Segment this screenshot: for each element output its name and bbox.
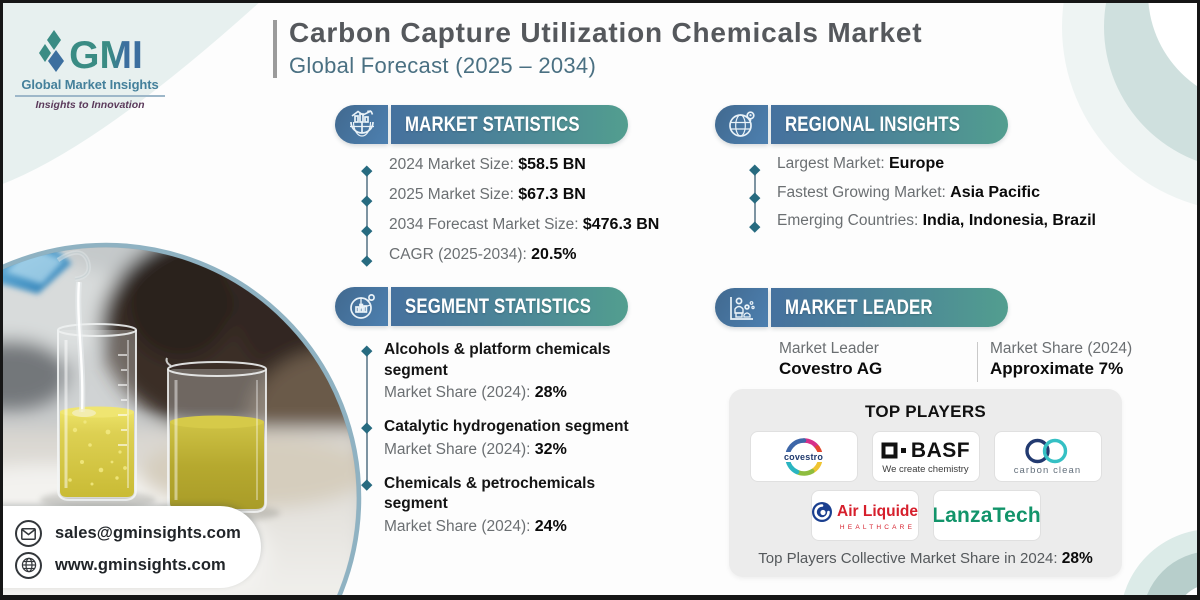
market-statistics-list: 2024 Market Size: $58.5 BN 2025 Market S… xyxy=(361,156,659,276)
top-players-row-2: Air Liquide HEALTHCARE LanzaTech xyxy=(729,490,1122,541)
list-item: Catalytic hydrogenation segment Market S… xyxy=(361,417,643,462)
contact-email-row: sales@gminsights.com xyxy=(15,518,261,550)
diamond-bullet xyxy=(749,163,761,175)
list-item: Largest Market: Europe xyxy=(749,155,1096,184)
market-leader-row: Market Leader Covestro AG Market Share (… xyxy=(715,340,1132,382)
air-liquide-icon xyxy=(812,501,833,522)
carbon-clean-icon xyxy=(1025,438,1068,464)
market-leader-name-block: Market Leader Covestro AG xyxy=(779,340,883,378)
diamond-bullet xyxy=(361,422,373,434)
list-item: Chemicals & petrochemicals segment Marke… xyxy=(361,474,643,539)
top-players-title: TOP PLAYERS xyxy=(864,402,987,421)
beaker-left xyxy=(57,323,137,501)
list-item: 2025 Market Size: $67.3 BN xyxy=(361,186,659,216)
contact-website-row: www.gminsights.com xyxy=(15,550,261,582)
page-subtitle: Global Forecast (2025 – 2034) xyxy=(289,53,597,78)
gmi-tagline: Insights to Innovation xyxy=(35,99,145,111)
list-item: Emerging Countries: India, Indonesia, Br… xyxy=(749,212,1096,241)
section-segment-statistics: SEGMENT STATISTICS Alcohols & platform c… xyxy=(335,287,643,551)
regional-insights-list: Largest Market: Europe Fastest Growing M… xyxy=(749,155,1096,241)
contact-pill: sales@gminsights.com www.gminsights.com xyxy=(0,506,261,588)
gmi-diamonds-icon xyxy=(39,30,65,72)
beaker-right xyxy=(165,357,267,513)
contact-email: sales@gminsights.com xyxy=(55,524,241,543)
vertical-divider xyxy=(977,342,978,382)
decor-rings-top-right xyxy=(1062,0,1200,206)
email-icon xyxy=(15,520,42,548)
basf-icon xyxy=(881,442,906,459)
gmi-rule xyxy=(15,95,165,97)
diamond-bullet xyxy=(749,192,761,204)
section-title: MARKET STATISTICS xyxy=(405,112,580,136)
diamond-bullet xyxy=(361,195,373,207)
section-title: MARKET LEADER xyxy=(785,295,933,319)
diamond-bullet xyxy=(361,345,373,357)
market-leader-share-block: Market Share (2024) Approximate 7% xyxy=(990,340,1133,378)
section-title: REGIONAL INSIGHTS xyxy=(785,112,961,136)
covestro-logo: covestro xyxy=(782,435,826,479)
diamond-bullet xyxy=(749,220,761,232)
gmi-name: Global Market Insights xyxy=(21,77,159,92)
page-title: Carbon Capture Utilization Chemicals Mar… xyxy=(289,17,923,48)
list-item: Fastest Growing Market: Asia Pacific xyxy=(749,184,1096,213)
list-item: Alcohols & platform chemicals segment Ma… xyxy=(361,340,643,405)
diamond-bullet xyxy=(361,478,373,490)
player-card-carbon-clean: carbon clean xyxy=(993,431,1102,482)
top-players-box: TOP PLAYERS covestro xyxy=(729,389,1122,577)
diamond-bullet xyxy=(361,255,373,267)
gmi-abbr: GMI xyxy=(69,34,143,77)
market-statistics-icon xyxy=(335,105,388,144)
player-card-covestro: covestro xyxy=(749,431,858,482)
market-leader-icon xyxy=(715,288,768,327)
list-item: CAGR (2025-2034): 20.5% xyxy=(361,246,659,276)
player-card-air-liquide: Air Liquide HEALTHCARE xyxy=(810,490,919,541)
pale-corner-panel xyxy=(0,0,262,185)
contact-website: www.gminsights.com xyxy=(55,555,226,574)
section-market-leader: MARKET LEADER Market Leader Covestro AG … xyxy=(715,288,1132,382)
section-market-statistics: MARKET STATISTICS 2024 Market Size: $58.… xyxy=(335,105,659,276)
list-item: 2034 Forecast Market Size: $476.3 BN xyxy=(361,216,659,246)
section-regional-insights: REGIONAL INSIGHTS Largest Market: Europe… xyxy=(715,105,1096,241)
diamond-bullet xyxy=(361,165,373,177)
regional-insights-icon xyxy=(715,105,768,144)
gmi-logo: GMI Global Market Insights Insights to I… xyxy=(15,30,165,111)
list-connector xyxy=(365,171,368,261)
player-card-basf: BASF We create chemistry xyxy=(871,431,980,482)
segment-statistics-list: Alcohols & platform chemicals segment Ma… xyxy=(361,340,643,539)
list-connector xyxy=(365,351,368,487)
globe-icon xyxy=(15,551,42,579)
segment-statistics-icon xyxy=(335,287,388,326)
diamond-bullet xyxy=(361,225,373,237)
list-item: 2024 Market Size: $58.5 BN xyxy=(361,156,659,186)
title-accent-bar xyxy=(273,20,277,78)
top-players-row-1: covestro BASF We create chemistry xyxy=(729,431,1122,482)
player-card-lanzatech: LanzaTech xyxy=(932,490,1041,541)
section-title: SEGMENT STATISTICS xyxy=(405,294,592,318)
title-block: Carbon Capture Utilization Chemicals Mar… xyxy=(273,17,922,79)
top-players-footer: Top Players Collective Market Share in 2… xyxy=(758,550,1093,567)
